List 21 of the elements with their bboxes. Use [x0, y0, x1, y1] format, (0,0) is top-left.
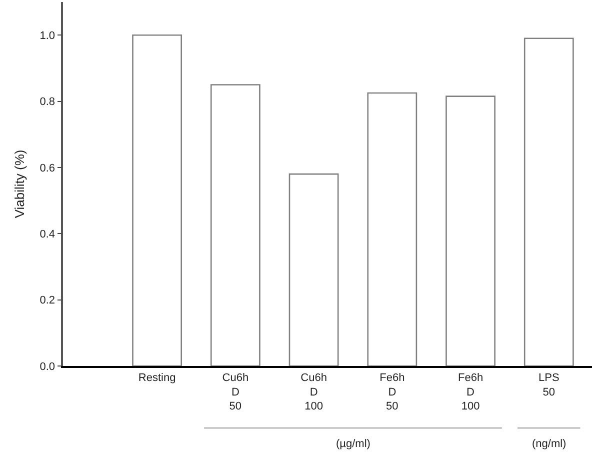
x-tick-label: Resting	[138, 372, 176, 384]
text: (µg/ml)	[336, 438, 370, 450]
x-tick-label: Fe6h D 100	[458, 372, 484, 413]
x-tick-label: LPS 50	[538, 372, 560, 398]
bar	[288, 173, 339, 366]
bar	[524, 38, 574, 366]
y-axis-title: Viability (%)	[12, 150, 28, 218]
y-tick-label: 1.0	[40, 30, 56, 42]
x-tick-label: Cu6h D 100	[300, 372, 327, 413]
x-tick-label: Fe6h D 50	[380, 372, 405, 413]
bar	[132, 34, 182, 366]
y-tick-label: 0.4	[40, 228, 56, 240]
x-tick-label: Cu6h D 50	[222, 372, 249, 413]
y-tick-label: 0.0	[40, 360, 56, 373]
bar	[210, 84, 260, 366]
y-tick-label: 0.6	[40, 162, 56, 174]
y-tick-label: 0.8	[40, 96, 56, 108]
y-tick-label: 0.2	[40, 294, 56, 307]
text: (ng/ml)	[532, 438, 566, 450]
bar	[367, 92, 418, 366]
bar	[446, 96, 496, 366]
